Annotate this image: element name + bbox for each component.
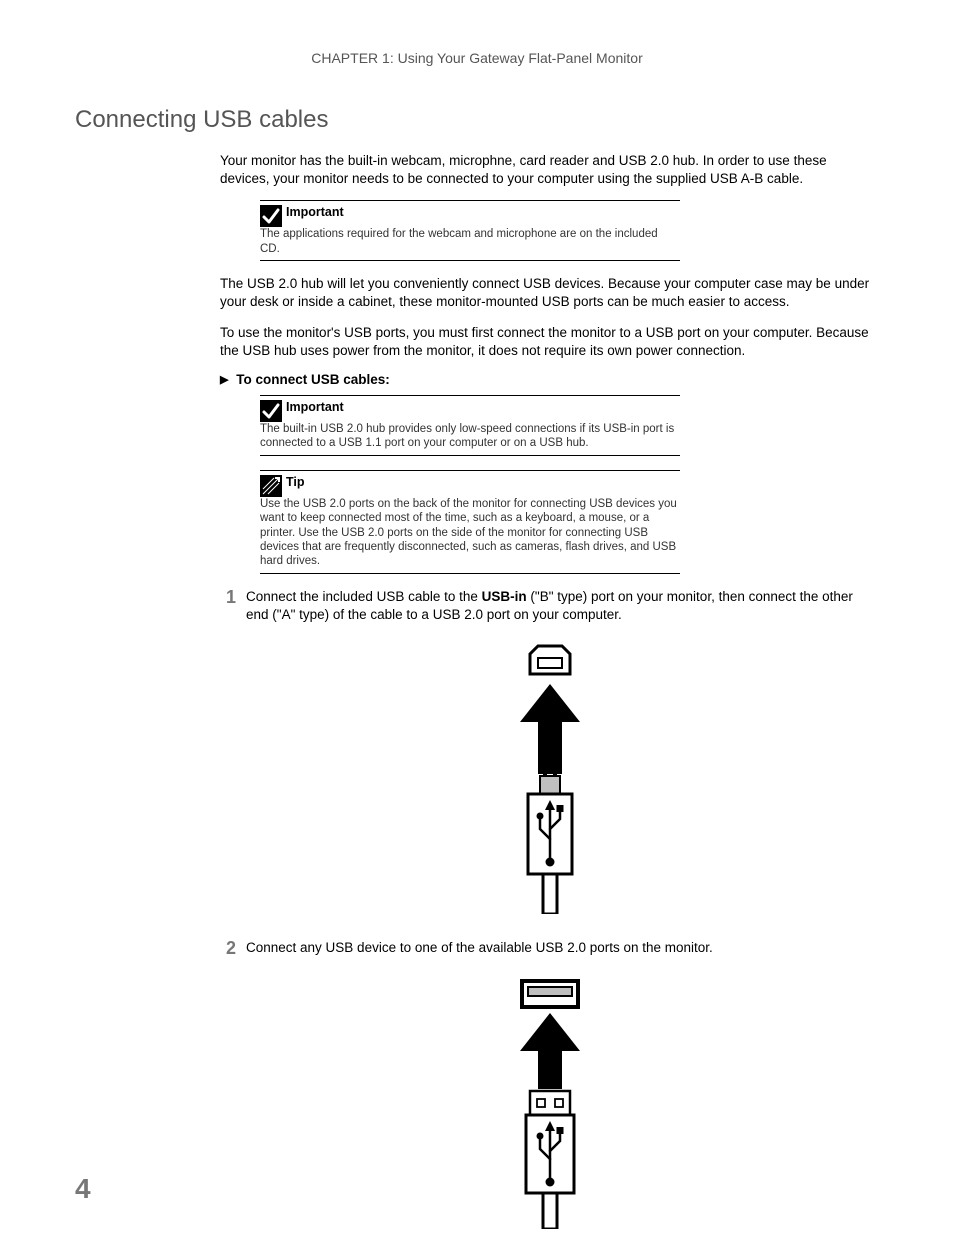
figure-usb-b xyxy=(220,644,879,919)
tip-icon xyxy=(260,475,282,497)
step1-pre: Connect the included USB cable to the xyxy=(246,589,482,604)
callout-body: Use the USB 2.0 ports on the back of the… xyxy=(260,497,680,569)
step1-bold: USB-in xyxy=(482,589,527,604)
usb-b-port-icon xyxy=(530,646,570,674)
page-number: 4 xyxy=(75,1173,91,1205)
checkmark-icon xyxy=(260,400,282,422)
intro-paragraph: Your monitor has the built-in webcam, mi… xyxy=(220,152,879,188)
usb-a-port-icon xyxy=(522,981,578,1007)
step-text: Connect any USB device to one of the ava… xyxy=(246,939,879,959)
triangle-bullet-icon: ▶ xyxy=(220,373,228,386)
step-1: 1 Connect the included USB cable to the … xyxy=(220,588,879,624)
callout-title: Important xyxy=(286,205,344,219)
checkmark-icon xyxy=(260,205,282,227)
step-number: 1 xyxy=(220,588,246,624)
up-arrow-icon xyxy=(520,1013,580,1089)
paragraph-hub: The USB 2.0 hub will let you convenientl… xyxy=(220,275,879,311)
usb-cable-plug-icon xyxy=(528,772,572,914)
important-callout-2: Important The built-in USB 2.0 hub provi… xyxy=(260,395,680,456)
important-callout-1: Important The applications required for … xyxy=(260,200,680,261)
callout-title: Tip xyxy=(286,475,305,489)
callout-body: The built-in USB 2.0 hub provides only l… xyxy=(260,422,680,451)
paragraph-usb-power: To use the monitor's USB ports, you must… xyxy=(220,324,879,360)
callout-title: Important xyxy=(286,400,344,414)
step-2: 2 Connect any USB device to one of the a… xyxy=(220,939,879,959)
section-title: Connecting USB cables xyxy=(75,106,879,134)
callout-body: The applications required for the webcam… xyxy=(260,227,680,256)
up-arrow-icon xyxy=(520,684,580,774)
procedure-heading-text: To connect USB cables: xyxy=(236,372,390,387)
step-text: Connect the included USB cable to the US… xyxy=(246,588,879,624)
main-content: Your monitor has the built-in webcam, mi… xyxy=(220,152,879,1234)
step-number: 2 xyxy=(220,939,246,959)
usb-a-plug-icon xyxy=(526,1091,574,1229)
tip-callout: Tip Use the USB 2.0 ports on the back of… xyxy=(260,470,680,574)
chapter-header: CHAPTER 1: Using Your Gateway Flat-Panel… xyxy=(75,50,879,66)
figure-usb-a xyxy=(220,979,879,1234)
procedure-heading: ▶ To connect USB cables: xyxy=(220,372,879,387)
